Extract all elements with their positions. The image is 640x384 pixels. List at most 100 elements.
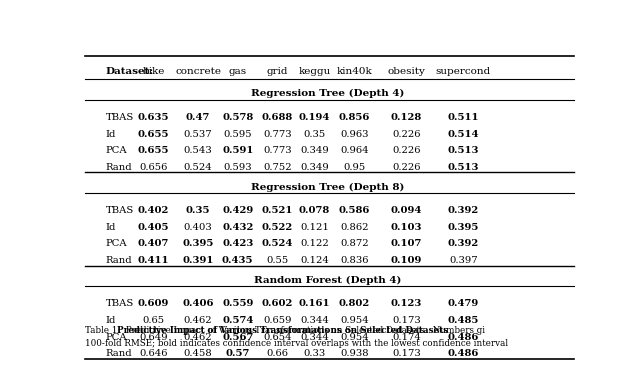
Text: 0.511: 0.511 (447, 113, 479, 122)
Text: 0.174: 0.174 (392, 333, 421, 341)
Text: 0.609: 0.609 (138, 299, 169, 308)
Text: 0.423: 0.423 (222, 240, 253, 248)
Text: 0.109: 0.109 (390, 256, 422, 265)
Text: 0.559: 0.559 (222, 299, 253, 308)
Text: 0.226: 0.226 (392, 129, 420, 139)
Text: Predictive Impact of Various Transformations on Selected Datasets: Predictive Impact of Various Transformat… (116, 326, 448, 335)
Text: Id: Id (106, 316, 116, 325)
Text: Table 1:: Table 1: (85, 326, 126, 335)
Text: grid: grid (267, 67, 288, 76)
Text: 0.173: 0.173 (392, 349, 420, 358)
Text: keggu: keggu (298, 67, 331, 76)
Text: TBAS: TBAS (106, 299, 134, 308)
Text: 0.862: 0.862 (340, 223, 369, 232)
Text: 0.514: 0.514 (447, 129, 479, 139)
Text: 0.173: 0.173 (392, 316, 420, 325)
Text: 0.521: 0.521 (262, 206, 293, 215)
Text: 0.123: 0.123 (390, 299, 422, 308)
Text: 0.349: 0.349 (300, 163, 329, 172)
Text: 0.435: 0.435 (222, 256, 253, 265)
Text: gas: gas (228, 67, 247, 76)
Text: 0.543: 0.543 (184, 146, 212, 156)
Text: 0.513: 0.513 (447, 146, 479, 156)
Text: 0.35: 0.35 (186, 206, 211, 215)
Text: 0.124: 0.124 (300, 256, 329, 265)
Text: 0.486: 0.486 (448, 333, 479, 341)
Text: concrete: concrete (175, 67, 221, 76)
Text: 0.403: 0.403 (184, 223, 212, 232)
Text: 0.429: 0.429 (222, 206, 253, 215)
Text: 0.522: 0.522 (262, 223, 293, 232)
Text: 0.344: 0.344 (300, 316, 329, 325)
Text: 0.856: 0.856 (339, 113, 370, 122)
Text: 0.411: 0.411 (138, 256, 169, 265)
Text: 0.122: 0.122 (300, 240, 329, 248)
Text: 0.392: 0.392 (448, 206, 479, 215)
Text: 0.954: 0.954 (340, 316, 369, 325)
Text: 0.458: 0.458 (184, 349, 212, 358)
Text: Id: Id (106, 223, 116, 232)
Text: 0.602: 0.602 (262, 299, 293, 308)
Text: 0.121: 0.121 (300, 223, 329, 232)
Text: 0.395: 0.395 (448, 223, 479, 232)
Text: 0.66: 0.66 (266, 349, 289, 358)
Text: 0.524: 0.524 (262, 240, 293, 248)
Text: 0.574: 0.574 (222, 316, 253, 325)
Text: Table 1:  Predictive Impact of Various Transformations on Selected Datasets.  Nu: Table 1: Predictive Impact of Various Tr… (85, 326, 485, 335)
Text: 0.938: 0.938 (340, 349, 369, 358)
Text: 0.226: 0.226 (392, 146, 420, 156)
Text: 0.688: 0.688 (262, 113, 293, 122)
Text: 0.567: 0.567 (222, 333, 253, 341)
Text: 0.524: 0.524 (184, 163, 212, 172)
Text: 0.752: 0.752 (263, 163, 292, 172)
Text: 0.635: 0.635 (138, 113, 169, 122)
Text: 0.35: 0.35 (303, 129, 326, 139)
Text: 0.094: 0.094 (390, 206, 422, 215)
Text: Rand: Rand (106, 163, 132, 172)
Text: 0.103: 0.103 (390, 223, 422, 232)
Text: 0.513: 0.513 (447, 163, 479, 172)
Text: 0.65: 0.65 (142, 316, 164, 325)
Text: 0.773: 0.773 (263, 146, 292, 156)
Text: 0.33: 0.33 (303, 349, 326, 358)
Text: 0.55: 0.55 (266, 256, 289, 265)
Text: 0.402: 0.402 (138, 206, 169, 215)
Text: 0.654: 0.654 (263, 333, 292, 341)
Text: 0.107: 0.107 (390, 240, 422, 248)
Text: 0.485: 0.485 (448, 316, 479, 325)
Text: 0.462: 0.462 (184, 316, 212, 325)
Text: PCA: PCA (106, 240, 127, 248)
Text: 0.405: 0.405 (138, 223, 169, 232)
Text: 0.836: 0.836 (340, 256, 369, 265)
Text: 0.591: 0.591 (222, 146, 253, 156)
Text: 0.963: 0.963 (340, 129, 369, 139)
Text: 0.954: 0.954 (340, 333, 369, 341)
Text: 0.194: 0.194 (299, 113, 330, 122)
Text: Dataset:: Dataset: (106, 67, 154, 76)
Text: 0.578: 0.578 (222, 113, 253, 122)
Text: 0.656: 0.656 (140, 163, 168, 172)
Text: bike: bike (142, 67, 164, 76)
Text: TBAS: TBAS (106, 206, 134, 215)
Text: 0.486: 0.486 (448, 349, 479, 358)
Text: TBAS: TBAS (106, 113, 134, 122)
Text: 0.57: 0.57 (225, 349, 250, 358)
Text: 100-fold RMSE; bold indicates confidence interval overlaps with the lowest confi: 100-fold RMSE; bold indicates confidence… (85, 339, 508, 348)
Text: Rand: Rand (106, 256, 132, 265)
Text: 0.802: 0.802 (339, 299, 370, 308)
Text: PCA: PCA (106, 333, 127, 341)
Text: 0.649: 0.649 (139, 333, 168, 341)
Text: 0.349: 0.349 (300, 146, 329, 156)
Text: 0.964: 0.964 (340, 146, 369, 156)
Text: 0.593: 0.593 (223, 163, 252, 172)
Text: 0.432: 0.432 (222, 223, 253, 232)
Text: 0.47: 0.47 (186, 113, 210, 122)
Text: 0.161: 0.161 (299, 299, 330, 308)
Text: Regression Tree (Depth 4): Regression Tree (Depth 4) (252, 89, 404, 98)
Text: 0.586: 0.586 (339, 206, 370, 215)
Text: 0.395: 0.395 (182, 240, 214, 248)
Text: 0.646: 0.646 (139, 349, 168, 358)
Text: Rand: Rand (106, 349, 132, 358)
Text: Regression Tree (Depth 8): Regression Tree (Depth 8) (252, 182, 404, 192)
Text: 0.226: 0.226 (392, 163, 420, 172)
